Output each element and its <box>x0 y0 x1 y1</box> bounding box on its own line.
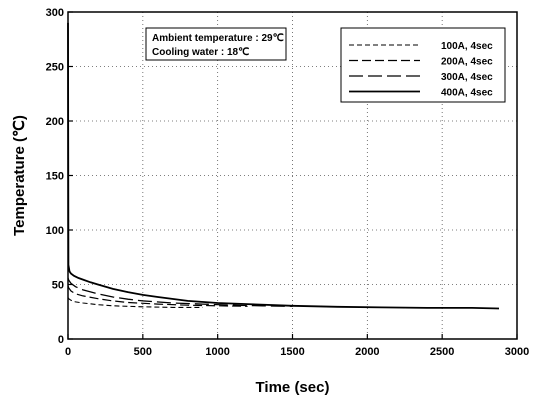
series-line-2 <box>67 285 248 307</box>
x-tick-label: 0 <box>65 346 71 358</box>
legend: 100A, 4sec 200A, 4sec 300A, 4sec 400A, 4sec <box>340 27 506 103</box>
x-tick-label: 2500 <box>430 346 454 358</box>
annotation-box <box>145 27 287 61</box>
conditions-annotation: Ambient temperature : 29℃ Cooling water … <box>145 27 287 61</box>
legend-box <box>340 27 506 103</box>
x-axis-label: Time (sec) <box>256 379 330 396</box>
annotation-cooling-water: Cooling water : 18℃ <box>152 47 249 58</box>
legend-label-2: 200A, 4sec <box>441 57 493 68</box>
y-tick-label: 250 <box>46 62 64 74</box>
legend-label-1: 100A, 4sec <box>441 41 493 52</box>
y-tick-label: 200 <box>46 116 64 128</box>
y-tick-label: 300 <box>46 7 64 19</box>
y-tick-label: 50 <box>52 280 64 292</box>
x-tick-label: 1500 <box>280 346 304 358</box>
legend-label-3: 300A, 4sec <box>441 72 493 83</box>
y-tick-label: 0 <box>58 334 64 346</box>
y-axis-label: Temperature (℃) <box>11 115 28 236</box>
annotation-ambient-temperature: Ambient temperature : 29℃ <box>152 33 284 44</box>
x-tick-labels: 0 500 1000 1500 2000 2500 3000 <box>65 346 529 358</box>
y-tick-label: 100 <box>46 225 64 237</box>
x-tick-label: 3000 <box>505 346 529 358</box>
x-tick-label: 2000 <box>355 346 379 358</box>
grid <box>68 12 517 339</box>
legend-label-4: 400A, 4sec <box>441 88 493 99</box>
x-tick-label: 500 <box>134 346 152 358</box>
series-line-3 <box>67 277 293 307</box>
series-line-1 <box>67 297 203 308</box>
series-line-4 <box>67 22 500 310</box>
ticks <box>67 11 518 340</box>
y-tick-label: 150 <box>46 171 64 183</box>
y-tick-labels: 0 50 100 150 200 250 300 <box>46 7 64 346</box>
x-tick-label: 1000 <box>205 346 229 358</box>
